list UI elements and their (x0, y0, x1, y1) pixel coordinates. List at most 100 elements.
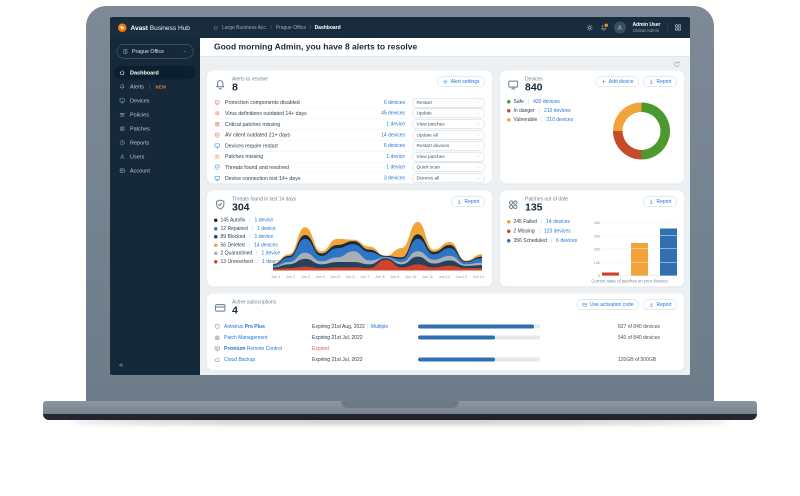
legend-label: Safe (513, 99, 524, 105)
alert-settings-button[interactable]: Alert settings (437, 76, 485, 87)
subscription-expiry: Expiring 21st Aug, 2022 | Multiple (312, 324, 418, 330)
avatar[interactable] (613, 21, 626, 34)
settings-gear-icon[interactable] (586, 24, 594, 32)
devices-report-button[interactable]: Report (642, 76, 677, 87)
alert-action-select[interactable]: View patches (412, 119, 485, 130)
home-icon[interactable] (213, 25, 219, 31)
legend-devices-link[interactable]: 420 devices (533, 99, 560, 105)
notifications-bell-icon[interactable] (600, 22, 609, 32)
alerts-card-title: Alerts to resolve (232, 76, 268, 83)
legend-devices-link[interactable]: 14 devices (546, 219, 571, 225)
subscription-name-link[interactable]: Premium Remote Control (214, 345, 312, 352)
use-activation-code-button[interactable]: Use activation code (576, 299, 639, 310)
progress-fill (418, 357, 495, 362)
legend-separator: | (249, 217, 251, 224)
alert-action-select[interactable]: Dismiss all (412, 173, 485, 183)
alert-devices-link[interactable]: 6 devices (383, 143, 405, 149)
legend-devices-link[interactable]: 1 device (254, 217, 274, 224)
subscriptions-report-button[interactable]: Report (642, 299, 677, 310)
legend-label: 56 Deleted (220, 242, 245, 248)
alert-action-select[interactable]: Update (412, 108, 485, 119)
sidebar-item-alerts[interactable]: Alerts | NEW (114, 80, 196, 94)
legend-devices-link[interactable]: 1 device (261, 250, 281, 257)
legend-item: 145 Autofix | 1 device (214, 217, 294, 224)
legend-devices-link[interactable]: 14 devices (253, 242, 278, 248)
refresh-icon[interactable] (673, 61, 681, 69)
gear-icon (443, 79, 449, 85)
sidebar-item-users[interactable]: Users (114, 150, 196, 164)
legend-item: In danger | 210 devices (507, 108, 592, 114)
alert-label: Protection components disabled (225, 99, 300, 106)
sidebar-item-reports[interactable]: Reports (114, 136, 196, 150)
legend-devices-link[interactable]: 6 devices (556, 238, 578, 244)
sidebar-item-policies[interactable]: Policies (114, 108, 196, 122)
legend-devices-link[interactable]: 1 device (254, 234, 274, 240)
legend-dot (214, 251, 218, 256)
alert-devices-link[interactable]: 3 devices (383, 175, 405, 182)
breadcrumb-item[interactable]: Prague Office (275, 24, 307, 31)
shield-icon (214, 323, 221, 330)
apps-grid-icon[interactable] (674, 24, 682, 32)
legend-devices-link[interactable]: 210 devices (543, 108, 571, 114)
legend-devices-link[interactable]: 1 device (262, 258, 281, 265)
x-tick-label: Jun 12 (438, 274, 450, 280)
breadcrumb-item[interactable]: Large Business Acc. (222, 24, 268, 31)
subscription-name-link[interactable]: Antivirus Pro Plus (214, 323, 312, 330)
sidebar-item-label: Dashboard (130, 69, 159, 76)
devices-count: 840 (525, 81, 543, 93)
alert-action-select[interactable]: View patches (412, 151, 485, 162)
sidebar-item-dashboard[interactable]: Dashboard (114, 66, 196, 80)
sidebar-menu: Dashboard Alerts | NEW Devices Policies Patche… (110, 66, 200, 178)
gridline (602, 222, 677, 223)
legend-devices-link[interactable]: 1 device (257, 225, 276, 232)
subscription-row: Antivirus Pro Plus Expiring 21st Aug, 202… (214, 321, 677, 332)
add-device-button[interactable]: Add device (595, 76, 639, 87)
expiry-text: Expiring 21st Aug, 2022 (312, 323, 365, 330)
legend-dot (507, 118, 511, 122)
breadcrumb-item[interactable]: Dashboard (314, 24, 341, 31)
multiple-link[interactable]: Multiple (370, 323, 389, 330)
app-window: Avast Business Hub Large Business Acc. / P… (110, 17, 690, 375)
threats-report-button[interactable]: Report (450, 196, 485, 207)
x-tick-label: Jun 11 (421, 274, 433, 280)
alert-action-select[interactable]: Update all (412, 130, 485, 140)
subscription-expiry: Expiring 21st Jul, 2022 (312, 335, 418, 341)
subscription-name-link[interactable]: Patch Management (214, 334, 312, 341)
legend-devices-link[interactable]: 210 devices (546, 117, 574, 123)
alert-devices-link[interactable]: 1 device (386, 164, 405, 171)
alert-row: Patches missing 1 device View patches (214, 151, 485, 163)
sidebar-collapse-button[interactable]: « (119, 360, 124, 370)
legend-dot (507, 220, 511, 224)
sidebar-item-patches[interactable]: Patches (114, 122, 196, 136)
chevron-down-icon (477, 122, 481, 126)
alert-devices-link[interactable]: 6 devices (383, 99, 405, 106)
org-selector[interactable]: Prague Office (116, 44, 194, 59)
area-x-labels: Jun 1 Jun 2 Jun 3 Jun 4 Jun 5 Jun 6 Jun 7 Jun 8… (271, 275, 484, 280)
alert-devices-link[interactable]: 14 devices (381, 132, 405, 138)
legend-devices-link[interactable]: 123 devices (543, 228, 571, 235)
subscription-name-link[interactable]: Cloud Backup (214, 356, 312, 363)
user-block[interactable]: Admin User Global Admin (632, 22, 660, 33)
sidebar-item-devices[interactable]: Devices (114, 94, 196, 108)
alert-action-select[interactable]: Quick scan (412, 162, 485, 173)
threats-area-chart: Jun 1 Jun 2 Jun 3 Jun 4 Jun 5 Jun 6 Jun 7 Jun 8… (271, 214, 484, 280)
x-tick-label: Jun 4 (315, 274, 325, 280)
legend-item: Vulnerable | 210 devices (507, 117, 592, 123)
home-icon (119, 70, 126, 77)
x-tick-label: Jun 6 (345, 274, 355, 280)
sidebar-item-account[interactable]: Account (114, 164, 196, 178)
alert-row: Critical patches missing 1 device View pat… (214, 119, 485, 130)
patches-report-button[interactable]: Report (642, 196, 677, 207)
sidebar-item-label: Patches (130, 125, 150, 132)
alert-action-label: Update all (416, 132, 438, 138)
subscription-rows: Antivirus Pro Plus Expiring 21st Aug, 202… (214, 321, 677, 365)
alert-devices-link[interactable]: 1 device (386, 121, 405, 128)
patches-icon (507, 199, 520, 212)
alert-action-select[interactable]: Restart devices (412, 141, 485, 151)
subscription-usage: 827 of 840 devices (618, 323, 660, 330)
alert-devices-link[interactable]: 1 device (386, 153, 405, 160)
alert-action-select[interactable]: Restart (412, 97, 485, 108)
alert-devices-link[interactable]: 45 devices (381, 110, 405, 117)
subscription-name: Patch Management (224, 334, 268, 341)
bell-icon (119, 84, 126, 91)
